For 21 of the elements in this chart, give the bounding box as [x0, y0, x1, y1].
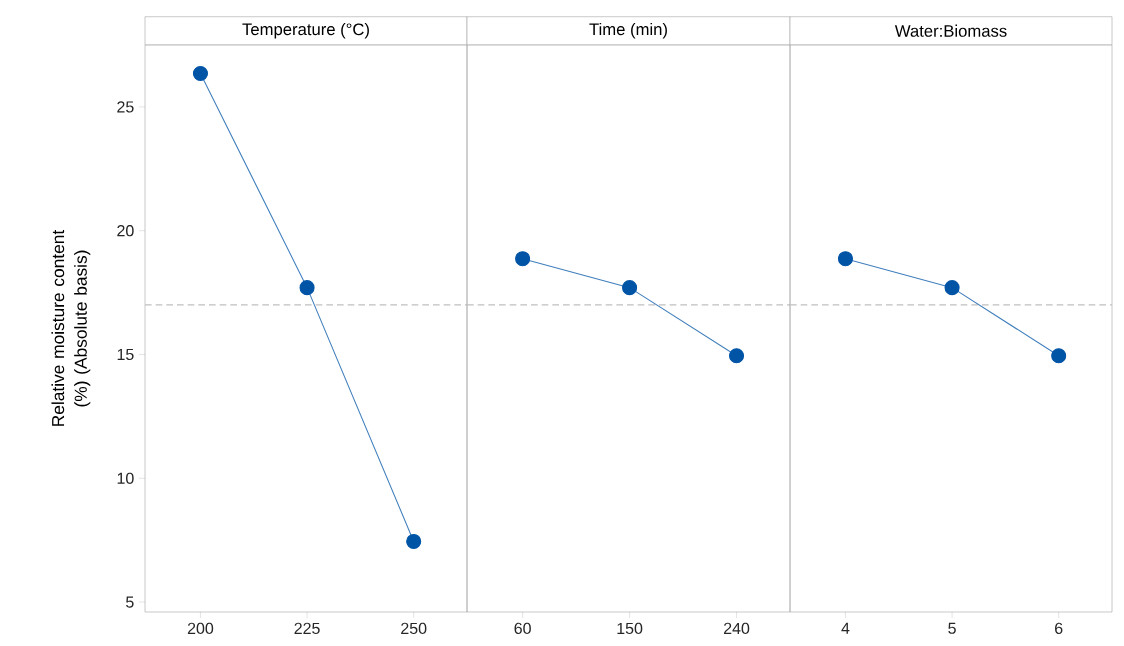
y-tick-label: 5 [126, 596, 134, 608]
chart-title: Temperature (°C) [242, 22, 369, 39]
x-tick-label: 200 [187, 622, 214, 635]
y-tick-label: 15 [117, 348, 134, 361]
x-tick-label: 250 [401, 622, 427, 635]
point [192, 65, 208, 82]
x-tick-label: 225 [294, 622, 320, 635]
x-tick-label: 5 [948, 622, 956, 634]
x-tick-label: 60 [514, 622, 531, 635]
x-tick-label: 4 [841, 622, 850, 634]
y-axis-title: Relative moisture content (%) (Absolute basis) [51, 229, 91, 426]
x-tick-label: 240 [723, 622, 750, 635]
y-tick-label: 20 [117, 225, 134, 237]
y-tick-label: 10 [117, 472, 134, 484]
x-tick-label: 6 [1055, 622, 1063, 635]
chart-title: Water:Biomass [894, 24, 1007, 37]
y-tick-label: 25 [117, 101, 134, 113]
point [406, 533, 422, 549]
point [299, 280, 315, 296]
chart-title: Time (min) [589, 22, 667, 39]
x-tick-label: 150 [617, 622, 643, 635]
